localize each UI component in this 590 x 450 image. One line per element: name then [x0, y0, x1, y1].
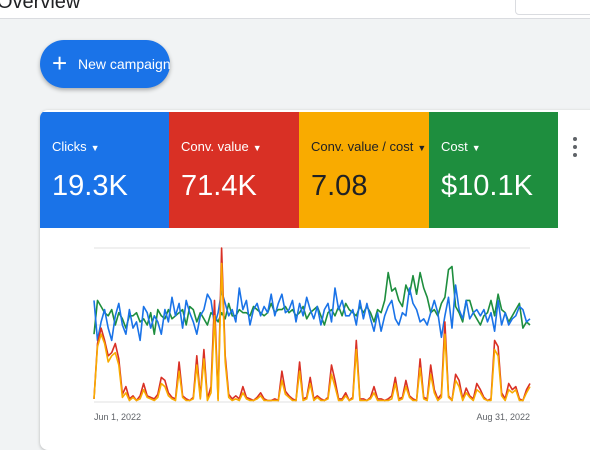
scorecard-metric-label: Conv. value: [181, 139, 249, 154]
scorecard-cost[interactable]: Cost ▼ $10.1K: [429, 112, 558, 228]
page-title: Overview: [0, 0, 81, 13]
x-axis-end-label: Aug 31, 2022: [476, 412, 530, 422]
date-range-control[interactable]: g: [515, 0, 590, 15]
new-campaign-label: New campaign: [78, 56, 171, 72]
series-line-conv-value: [93, 247, 531, 402]
more-vert-icon[interactable]: [567, 134, 583, 160]
chart-gridlines: [94, 247, 530, 403]
series-line-clicks: [93, 284, 531, 342]
scorecard-conv-value-per-cost[interactable]: Conv. value / cost ▼ 7.08: [299, 112, 429, 228]
caret-down-icon: ▼: [90, 143, 100, 153]
scorecard-metric-label: Cost: [441, 139, 468, 154]
scorecard-value: 7.08: [311, 170, 368, 202]
caret-down-icon: ▼: [252, 143, 262, 153]
scorecard-clicks[interactable]: Clicks ▼ 19.3K: [40, 112, 169, 228]
x-axis-start-label: Jun 1, 2022: [94, 412, 141, 422]
scorecard-conv-value[interactable]: Conv. value ▼ 71.4K: [169, 112, 299, 228]
new-campaign-button[interactable]: + New campaign: [40, 40, 171, 88]
scorecard-value: $10.1K: [441, 170, 533, 202]
series-line-cost: [93, 265, 531, 335]
top-bar: Overview g: [0, 0, 590, 19]
caret-down-icon: ▼: [471, 143, 481, 153]
performance-card: Clicks ▼ 19.3K Conv. value ▼ 71.4K Conv. v…: [40, 110, 590, 450]
performance-line-chart: Jun 1, 2022 Aug 31, 2022: [93, 247, 531, 422]
caret-down-icon: ▼: [417, 143, 427, 153]
chart-series-lines: [93, 247, 531, 402]
scorecard-metric-label: Clicks: [52, 139, 87, 154]
plus-icon: +: [52, 48, 68, 78]
scorecard-value: 71.4K: [181, 170, 257, 202]
series-line-conv-value-cost: [93, 262, 531, 402]
scorecard-metric-label: Conv. value / cost: [311, 139, 414, 154]
scorecard-value: 19.3K: [52, 170, 128, 202]
